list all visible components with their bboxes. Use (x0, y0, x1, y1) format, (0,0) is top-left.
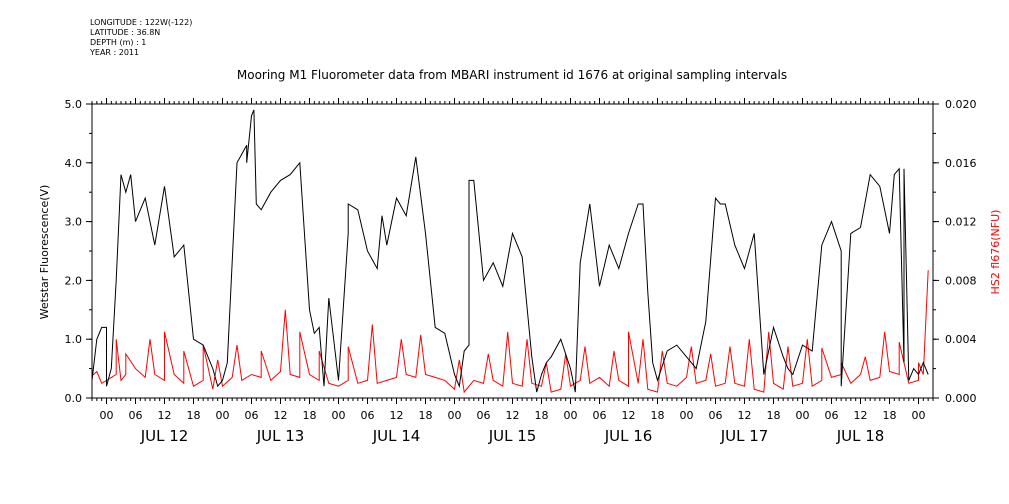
x-hour-label: 18 (535, 409, 549, 422)
y-right-tick-label: 0.020 (945, 98, 977, 111)
x-day-label: JUL 13 (256, 427, 305, 445)
x-hour-label: 12 (854, 409, 868, 422)
x-hour-label: 12 (738, 409, 752, 422)
y-left-tick-label: 4.0 (65, 157, 83, 170)
x-hour-label: 06 (477, 409, 491, 422)
x-hour-label: 06 (709, 409, 723, 422)
x-day-label: JUL 15 (488, 427, 537, 445)
y-right-tick-label: 0.012 (945, 216, 977, 229)
right-axis-label: HS2 fl676(NFU) (989, 210, 1002, 295)
y-right-tick-label: 0.000 (945, 392, 977, 405)
x-hour-label: 00 (912, 409, 926, 422)
x-hour-label: 00 (216, 409, 230, 422)
y-left-tick-label: 5.0 (65, 98, 83, 111)
x-hour-label: 18 (187, 409, 201, 422)
y-left-tick-label: 1.0 (65, 333, 83, 346)
x-hour-label: 12 (506, 409, 520, 422)
x-hour-label: 12 (622, 409, 636, 422)
x-hour-label: 18 (651, 409, 665, 422)
x-day-label: JUL 14 (372, 427, 421, 445)
y-right-tick-label: 0.004 (945, 333, 977, 346)
x-hour-label: 06 (825, 409, 839, 422)
series-layer (91, 109, 929, 394)
x-hour-label: 00 (680, 409, 694, 422)
x-hour-label: 00 (448, 409, 462, 422)
x-hour-label: 00 (564, 409, 578, 422)
y-left-tick-label: 2.0 (65, 274, 83, 287)
x-hour-label: 18 (303, 409, 317, 422)
x-hour-label: 18 (419, 409, 433, 422)
y-left-tick-label: 3.0 (65, 216, 83, 229)
x-hour-label: 00 (332, 409, 346, 422)
x-hour-label: 06 (129, 409, 143, 422)
x-day-label: JUL 17 (720, 427, 769, 445)
y-left-tick-label: 0.0 (65, 392, 83, 405)
x-day-label: JUL 18 (836, 427, 885, 445)
y-right-tick-label: 0.016 (945, 157, 977, 170)
y-right-tick-label: 0.008 (945, 274, 977, 287)
x-hour-label: 00 (100, 409, 114, 422)
depth-text: DEPTH (m) : 1 (90, 38, 147, 47)
x-hour-label: 00 (796, 409, 810, 422)
x-hour-label: 12 (390, 409, 404, 422)
series-hs2-line (91, 270, 929, 394)
plot-frame (91, 103, 934, 399)
year-text: YEAR : 2011 (90, 48, 140, 57)
x-hour-label: 12 (274, 409, 288, 422)
longitude-text: LONGITUDE : 122W(-122) (90, 18, 193, 27)
x-day-label: JUL 16 (604, 427, 653, 445)
x-hour-label: 18 (883, 409, 897, 422)
x-hour-label: 12 (158, 409, 172, 422)
station-metadata: LONGITUDE : 122W(-122) LATITUDE : 36.8N … (90, 18, 192, 58)
chart-title: Mooring M1 Fluorometer data from MBARI i… (236, 68, 788, 82)
x-hour-label: 06 (245, 409, 259, 422)
left-axis-label: Wetstar Fluorescence(V) (38, 185, 51, 320)
x-hour-label: 18 (767, 409, 781, 422)
axes-layer: 0.0 1.0 2.0 3.0 4.0 5.0 0.000 0.004 0.008 0.012 0.… (65, 98, 977, 445)
x-hour-label: 06 (361, 409, 375, 422)
x-hour-label: 06 (593, 409, 607, 422)
latitude-text: LATITUDE : 36.8N (90, 28, 161, 37)
x-day-label: JUL 12 (140, 427, 189, 445)
series-wetstar-line (91, 109, 929, 393)
